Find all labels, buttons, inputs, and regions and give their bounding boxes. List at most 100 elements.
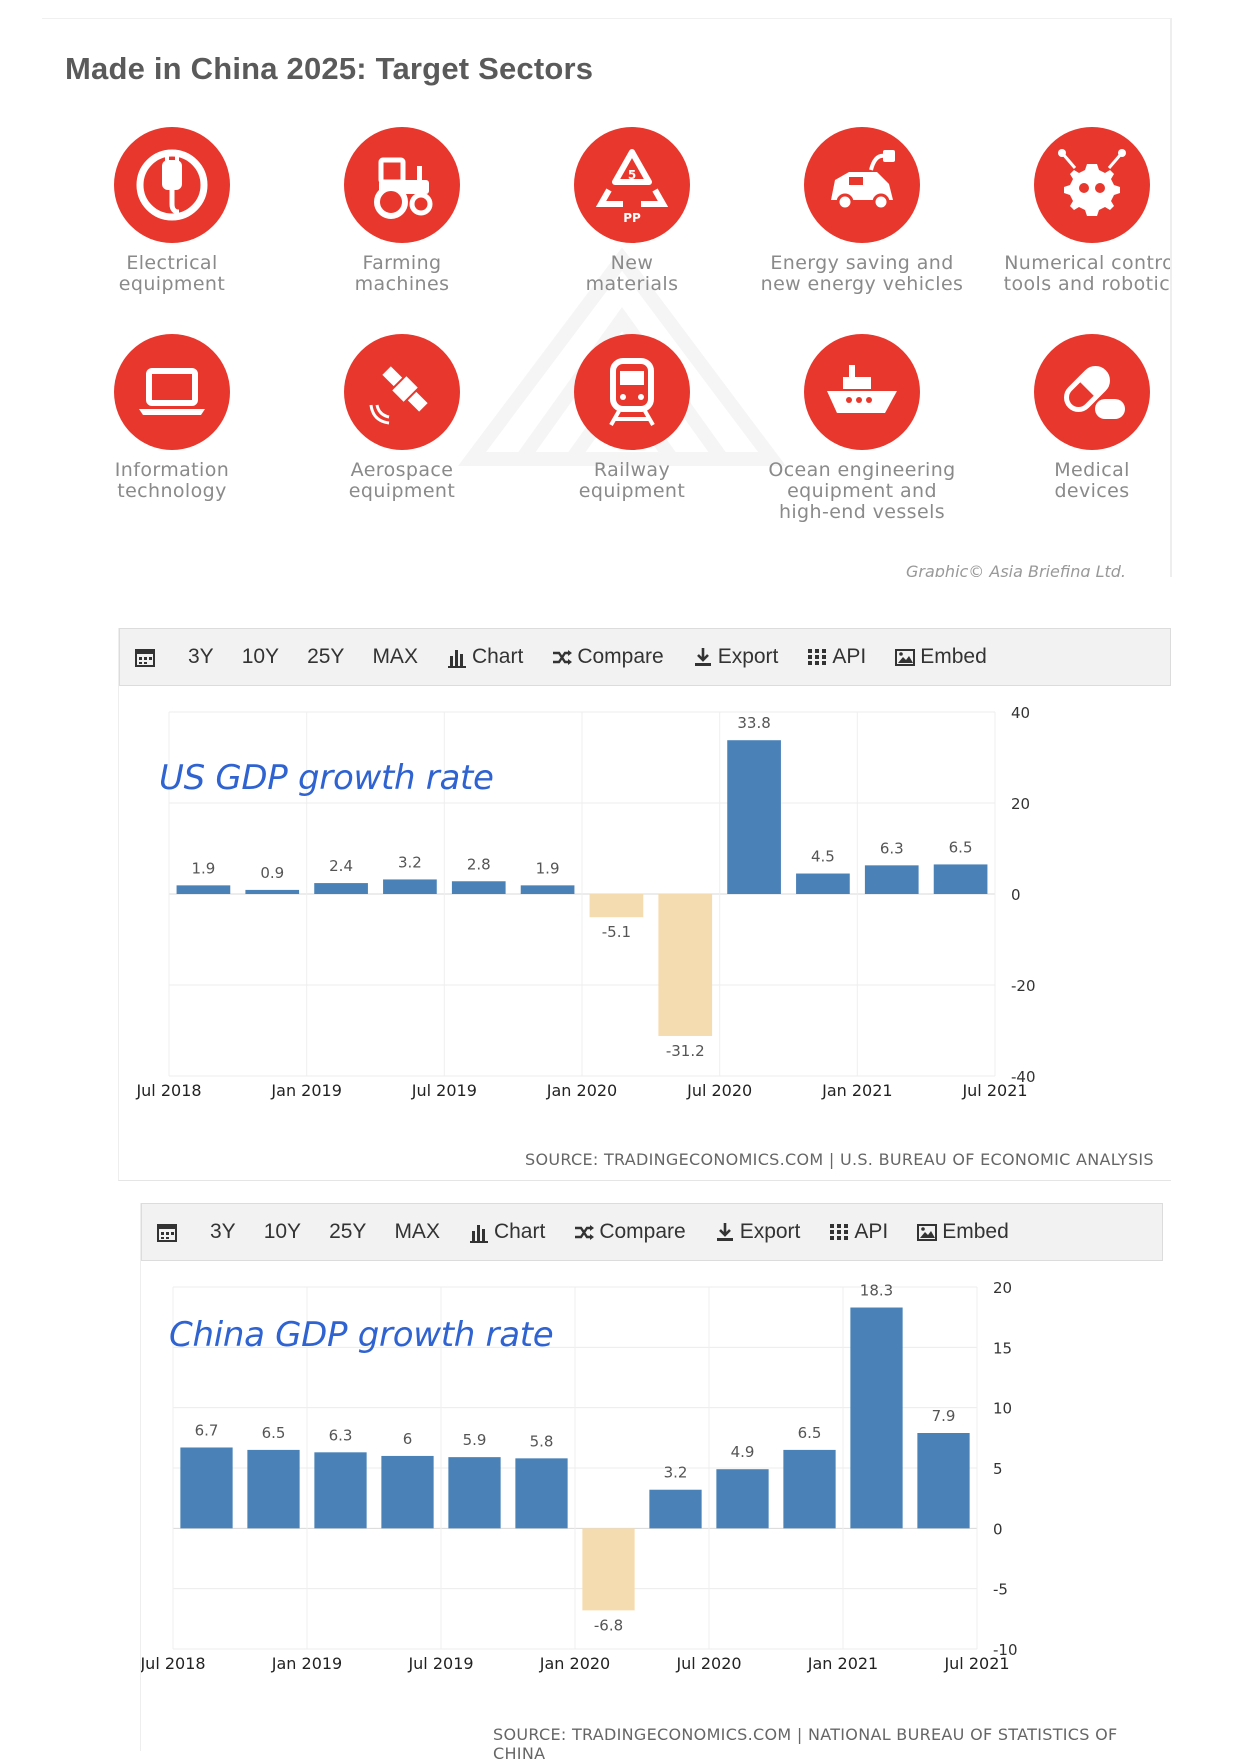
robot-gear-icon [1058,149,1126,216]
toolbar-item-label: Compare [577,645,664,668]
sector-numerical-control-robotics: Numerical control tools and robotics [977,127,1171,295]
image-icon [895,649,916,666]
y-tick-label: 0 [1011,886,1021,904]
bar [658,894,713,1036]
bar-value-label: 6.5 [262,1424,286,1442]
sector-label: Information technology [114,459,230,502]
bar [716,1469,769,1529]
toolbar-range-max[interactable]: MAX [394,1220,440,1244]
shuffle-icon [575,1225,595,1240]
graphic-credit: Graphic© Asia Briefing Ltd. [905,562,1126,577]
bar [314,1452,367,1529]
bar [180,1447,233,1529]
bar [247,1449,300,1529]
bar [448,1457,501,1529]
chart-toolbar: 3Y 10Y 25Y MAX Chart Compare Export API Embed [141,1203,1163,1261]
y-tick-label: 20 [993,1279,1012,1297]
sector-medical-devices: Medical devices [977,334,1170,502]
bar-value-label: 6.3 [880,839,904,857]
toolbar-range-3y[interactable]: 3Y [210,1220,236,1244]
bar-value-label: 6.7 [195,1421,219,1439]
bar [314,883,368,894]
x-tick-label: Jul 2021 [943,1654,1009,1673]
bar-value-label: 4.9 [731,1443,755,1461]
toolbar-shuffle-button[interactable]: Compare [573,1220,686,1244]
sector-label: Aerospace equipment [348,459,456,502]
ship-icon [827,365,897,413]
shuffle-icon [553,650,573,665]
x-tick-label: Jan 2019 [271,1654,342,1673]
bar [933,864,988,894]
toolbar-item-label: 3Y [188,645,214,668]
sector-label: Farming machines [354,252,450,295]
bar-value-label: 5.9 [463,1431,487,1449]
y-tick-label: -40 [1011,1068,1036,1086]
us-chart-title: US GDP growth rate [159,758,494,798]
x-tick-label: Jul 2020 [686,1081,752,1100]
sector-label: Numerical control tools and robotics [1003,252,1171,295]
toolbar-calendar-button[interactable] [134,646,160,668]
toolbar-bar-chart-button[interactable]: Chart [446,645,523,669]
sector-label: Railway equipment [578,459,686,502]
toolbar-item-label: Export [739,1220,801,1243]
sector-aerospace-equipment: Aerospace equipment [287,334,517,502]
y-tick-label: 40 [1011,704,1030,722]
bar [515,1458,568,1529]
sector-icon-circle [574,334,690,450]
toolbar-shuffle-button[interactable]: Compare [551,645,664,669]
bar-value-label: 6.5 [949,838,973,856]
bar-chart-icon [469,1225,488,1243]
bar-value-label: 7.9 [932,1407,956,1425]
toolbar-range-25y[interactable]: 25Y [307,645,344,669]
toolbar-range-max[interactable]: MAX [372,645,418,669]
toolbar-range-25y[interactable]: 25Y [329,1220,366,1244]
bar [451,881,506,894]
toolbar-download-button[interactable]: Export [692,645,779,669]
sector-icon-circle [804,334,920,450]
toolbar-image-button[interactable]: Embed [894,645,987,669]
toolbar-grid-button[interactable]: API [828,1220,888,1244]
bar [796,873,850,894]
bar [864,865,919,894]
sector-icon-circle [114,127,230,243]
grid-icon [808,649,827,665]
bar [783,1449,836,1529]
bar [589,894,644,918]
toolbar-range-3y[interactable]: 3Y [188,645,214,669]
toolbar-download-button[interactable]: Export [714,1220,801,1244]
toolbar-item-label: Compare [599,1220,686,1243]
toolbar-item-label: Export [717,645,779,668]
sector-new-energy-vehicles: Energy saving and new energy vehicles [747,127,977,295]
download-icon [694,648,711,666]
x-tick-label: Jan 2019 [270,1081,341,1100]
y-tick-label: 5 [993,1460,1003,1478]
toolbar-bar-chart-button[interactable]: Chart [468,1220,545,1244]
x-tick-label: Jul 2021 [961,1081,1027,1100]
y-tick-label: -5 [993,1581,1008,1599]
sector-ocean-engineering-vessels: Ocean engineering equipment and high-end… [747,334,977,523]
sector-farming-machines: Farming machines [287,127,517,295]
sector-label: Medical devices [1054,459,1130,502]
bar-value-label: 6 [403,1430,413,1448]
china-chart-source: SOURCE: TRADINGECONOMICS.COM | NATIONAL … [493,1725,1118,1763]
y-tick-label: 15 [993,1339,1012,1357]
toolbar-range-10y[interactable]: 10Y [264,1220,301,1244]
toolbar-calendar-button[interactable] [156,1221,182,1243]
bar [383,879,437,894]
download-icon [716,1223,733,1241]
x-tick-label: Jul 2020 [675,1654,741,1673]
toolbar-range-10y[interactable]: 10Y [242,645,279,669]
sector-information-technology: Information technology [57,334,287,502]
bar [850,1307,903,1529]
toolbar-grid-button[interactable]: API [806,645,866,669]
train-icon [609,358,655,426]
bar-chart-icon [447,650,466,668]
x-tick-label: Jan 2020 [539,1654,610,1673]
bar [245,889,300,894]
sector-railway-equipment: Railway equipment [517,334,747,502]
toolbar-item-label: 10Y [241,645,280,668]
toolbar-item-label: Chart [471,645,524,668]
recycle-code: PP [623,211,641,225]
toolbar-image-button[interactable]: Embed [916,1220,1009,1244]
sector-label: Ocean engineering equipment and high-end… [768,459,956,523]
